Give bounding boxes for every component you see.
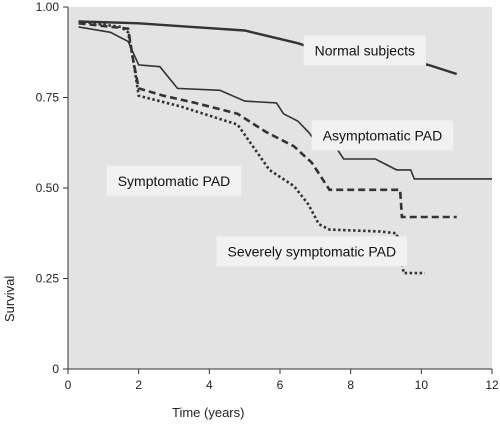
x-tick-label: 4 — [206, 378, 213, 392]
x-tick-label: 12 — [485, 378, 499, 392]
annotation-box — [106, 165, 242, 196]
y-tick-label: 1.00 — [36, 0, 60, 14]
annotation-text: Normal subjects — [315, 42, 415, 58]
y-tick-label: 0 — [52, 362, 59, 376]
annotation-layer: Normal subjects Asymptomatic PAD Symptomat… — [106, 35, 454, 267]
x-axis-title: Time (years) — [172, 405, 244, 420]
annotation-box — [216, 236, 408, 267]
y-tick-label: 0.50 — [36, 181, 60, 195]
x-ticks: 0 2 4 6 8 10 12 — [65, 369, 499, 392]
annotation-text: Severely symptomatic PAD — [228, 243, 397, 259]
series-annotation: Severely symptomatic PAD — [216, 236, 408, 267]
series-line-asymptomatic-pad — [78, 26, 492, 180]
x-tick-label: 0 — [65, 378, 72, 392]
y-tick-label: 0.25 — [36, 272, 60, 286]
series-annotation: Asymptomatic PAD — [311, 120, 454, 151]
y-ticks: 0 0.25 0.50 0.75 1.00 — [36, 0, 68, 376]
annotation-box — [303, 35, 426, 66]
annotation-box — [311, 120, 454, 151]
y-tick-label: 0.75 — [36, 91, 60, 105]
y-axis-title: Survival — [2, 276, 17, 322]
x-tick-label: 10 — [415, 378, 429, 392]
x-tick-label: 6 — [277, 378, 284, 392]
x-tick-label: 8 — [347, 378, 354, 392]
x-tick-label: 2 — [135, 378, 142, 392]
series-annotation: Normal subjects — [303, 35, 426, 66]
annotation-text: Symptomatic PAD — [118, 173, 231, 189]
series-line-severely-symptomatic-pad — [78, 20, 425, 275]
annotation-text: Asymptomatic PAD — [323, 128, 443, 144]
series-annotation: Symptomatic PAD — [106, 165, 242, 196]
